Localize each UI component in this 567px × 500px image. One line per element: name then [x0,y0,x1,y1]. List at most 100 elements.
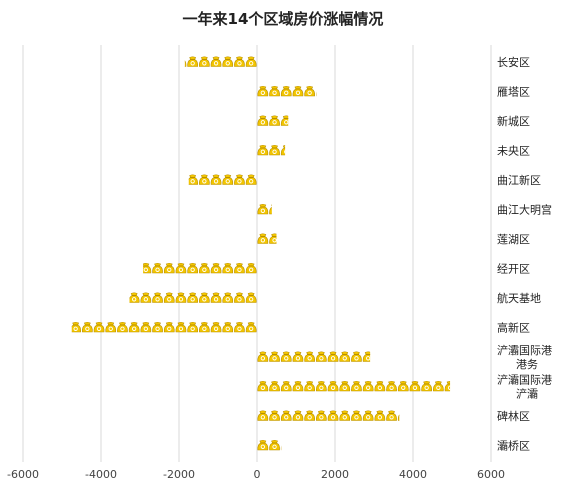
money-bag-icon [257,439,269,451]
bar [257,439,282,451]
bar [257,410,400,421]
category-label: 航天基地 [497,291,541,305]
chart-title: 一年来14个区域房价涨幅情况 [183,10,384,28]
category-label: 新城区 [497,114,530,128]
money-bag-icon [198,292,210,303]
money-bag-icon [351,380,362,392]
money-bag-icon [152,321,163,333]
category-label: 经开区 [497,263,530,276]
money-bag-icon [280,145,286,156]
bar [71,321,257,333]
money-bag-icon [187,262,199,274]
category-label: 曲江大明宫 [497,203,552,217]
money-bag-icon [315,351,327,362]
money-bag-icon [315,92,317,97]
bars [71,56,451,451]
money-bag-icon [339,351,351,362]
money-bag-icon [188,174,199,185]
money-bag-icon [117,321,128,333]
x-tick-label: 0 [254,468,261,481]
money-bag-icon [304,410,316,421]
money-bag-icon [280,85,292,97]
money-bag-icon [245,292,257,303]
money-bag-icon [175,321,187,333]
category-labels: 长安区雁塔区新城区未央区曲江新区曲江大明宫莲湖区经开区航天基地高新区浐灞国际港港… [497,55,552,453]
money-bag-icon [234,292,245,303]
money-bag-icon [245,174,257,185]
money-bag-icon [198,174,210,185]
money-bag-icon [374,380,386,392]
grid [22,45,492,462]
money-bag-icon [257,410,269,421]
bar [257,85,317,97]
money-bag-icon [269,233,277,244]
money-bag-icon [163,321,175,333]
money-bag-icon [222,56,234,67]
money-bag-icon [152,292,163,303]
money-bag-icon [105,321,117,333]
money-bag-icon [245,56,257,67]
money-bag-icon [187,292,199,303]
money-bag-icon [222,262,234,274]
bar [188,174,257,185]
money-bag-icon [128,321,140,333]
category-label: 长安区 [497,55,530,69]
money-bag-icon [140,292,152,303]
bar [257,203,272,215]
money-bag-icon [143,262,152,274]
money-bag-icon [257,351,269,362]
money-bag-icon [280,410,292,421]
bar [257,380,451,392]
money-bag-icon [210,321,222,333]
money-bag-icon [315,410,327,421]
category-label: 碑林区 [497,409,530,423]
money-bag-icon [280,446,282,451]
money-bag-icon [257,233,269,244]
money-bag-icon [184,60,187,67]
money-bag-icon [257,203,269,215]
category-label: 雁塔区 [497,86,530,99]
money-bag-icon [175,262,187,274]
money-bag-icon [432,380,444,392]
bar [257,233,277,244]
money-bag-icon [163,292,175,303]
money-bag-icon [269,204,272,215]
bar [143,262,257,274]
money-bag-icon [210,292,222,303]
money-bag-icon [397,414,400,421]
money-bag-icon [280,115,289,126]
money-bag-icon [351,351,362,362]
money-bag-icon [71,321,82,333]
bar [257,115,289,126]
category-label: 曲江新区 [497,173,541,187]
money-bag-icon [222,174,234,185]
x-tick-label: 4000 [399,468,427,481]
bar [257,351,371,362]
money-bag-icon [163,262,175,274]
category-label: 浐灞国际港浐灞 [497,374,552,401]
x-tick-label: -6000 [7,468,39,481]
money-bag-icon [362,410,374,421]
money-bag-icon [210,262,222,274]
money-bag-icon [397,380,409,392]
money-bag-icon [234,56,245,67]
x-tick-label: 2000 [321,468,349,481]
x-axis-ticks: -6000 -4000 -2000 0 2000 4000 6000 [7,468,505,481]
money-bag-icon [234,321,245,333]
money-bag-icon [198,262,210,274]
money-bag-icon [269,115,280,126]
money-bag-icon [93,321,105,333]
money-bag-icon [362,351,371,362]
bar [129,292,257,303]
money-bag-icon [257,85,269,97]
money-bag-icon [269,144,280,156]
money-bag-icon [175,292,187,303]
money-bag-icon [222,292,234,303]
category-label: 莲湖区 [497,233,530,246]
money-bag-icon [327,410,339,421]
money-bag-icon [152,262,163,274]
money-bag-icon [245,262,257,274]
money-bag-icon [339,410,351,421]
category-label: 灞桥区 [497,440,530,453]
